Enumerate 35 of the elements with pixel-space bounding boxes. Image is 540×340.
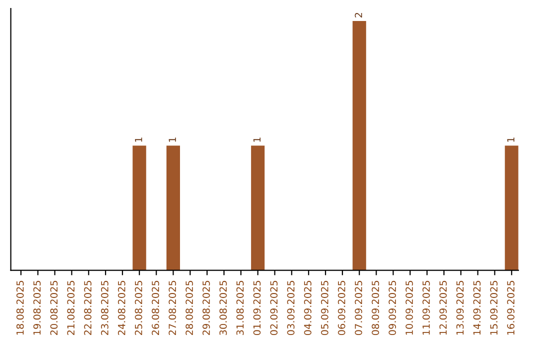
x-tick-label: 25.08.2025 (134, 280, 142, 335)
x-tick-label: 18.08.2025 (16, 280, 24, 335)
data-label: 1 (507, 138, 514, 142)
x-tick-label: 28.08.2025 (186, 280, 193, 335)
x-tick-label: 13.09.2025 (456, 280, 464, 335)
data-label: 1 (168, 138, 176, 142)
x-tick-label: 23.08.2025 (101, 280, 108, 335)
x-tick-label: 24.08.2025 (118, 280, 126, 335)
x-tick-label: 20.08.2025 (50, 280, 58, 335)
x-tick-label: 31.08.2025 (236, 280, 244, 335)
x-tick-label: 04.09.2025 (304, 280, 312, 336)
x-tick-label: 10.09.2025 (406, 280, 413, 335)
x-tick-label: 21.08.2025 (67, 280, 75, 335)
data-label: 2 (354, 12, 362, 18)
x-tick-label: 19.08.2025 (33, 280, 41, 335)
x-tick-label: 11.09.2025 (422, 280, 430, 335)
x-tick-label: 27.08.2025 (168, 280, 176, 335)
x-tick-label: 15.09.2025 (490, 280, 498, 335)
x-tick-label: 14.09.2025 (473, 280, 481, 335)
x-tick-label: 03.09.2025 (287, 280, 294, 336)
x-tick-label: 01.09.2025 (253, 280, 261, 336)
x-tick-label: 29.08.2025 (202, 280, 210, 335)
x-tick-label: 09.09.2025 (388, 280, 396, 336)
x-tick-label: 16.09.2025 (507, 280, 514, 335)
x-tick-label: 12.09.2025 (439, 280, 447, 335)
x-tick-label: 22.08.2025 (84, 280, 92, 335)
x-tick-label: 05.09.2025 (320, 280, 328, 336)
x-tick-label: 07.09.2025 (354, 280, 362, 336)
data-label: 1 (253, 138, 261, 142)
x-tick-label: 06.09.2025 (338, 280, 346, 336)
x-tick-label: 30.08.2025 (219, 280, 227, 335)
x-tick-label: 08.09.2025 (372, 280, 380, 336)
x-tick-label: 26.08.2025 (152, 280, 160, 335)
x-tick-label: 02.09.2025 (270, 280, 278, 336)
data-label: 1 (134, 138, 142, 142)
